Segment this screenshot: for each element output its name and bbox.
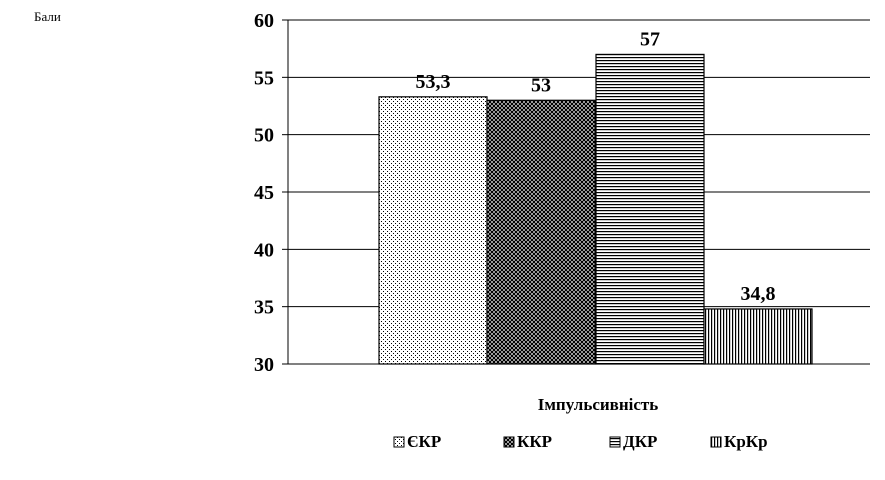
legend-label: ЄКР [407,432,441,451]
bars [378,53,813,365]
legend-swatch [503,436,515,448]
legend-item: ЄКР [393,432,441,451]
bar-4 [703,308,813,365]
legend-label: КрКр [724,432,768,451]
legend-item: КрКр [710,432,768,451]
legend: ЄКР ККР ДКР КрКр [393,432,768,451]
legend-label: ККР [517,432,552,451]
y-tick-label: 35 [254,297,274,319]
legend-swatch [710,436,722,448]
axis-titles: Імпульсивність [538,395,659,414]
legend-item: ДКР [609,432,657,451]
y-unit-label: Бали [34,9,61,24]
y-tick-label: 55 [254,67,274,89]
bar-3 [595,53,705,365]
x-axis-title: Імпульсивність [538,395,659,414]
legend-item: ККР [503,432,552,451]
y-tick-label: 50 [254,125,274,147]
y-tick-label: 45 [254,182,274,204]
data-label: 53,3 [416,71,451,93]
legend-swatch [393,436,405,448]
bar-1 [378,96,488,365]
data-label: 57 [640,28,660,50]
y-tick-label: 30 [254,354,274,376]
data-label: 53 [531,74,551,96]
legend-label: ДКР [623,432,657,451]
data-labels: 53,3 53 57 34,8 [416,28,776,305]
data-label: 34,8 [741,283,776,305]
y-tick-label: 40 [254,239,274,261]
bar-2 [486,99,596,365]
y-axis: 30 35 40 45 50 55 60 [254,10,289,376]
y-tick-label: 60 [254,10,274,32]
legend-swatch [609,436,621,448]
